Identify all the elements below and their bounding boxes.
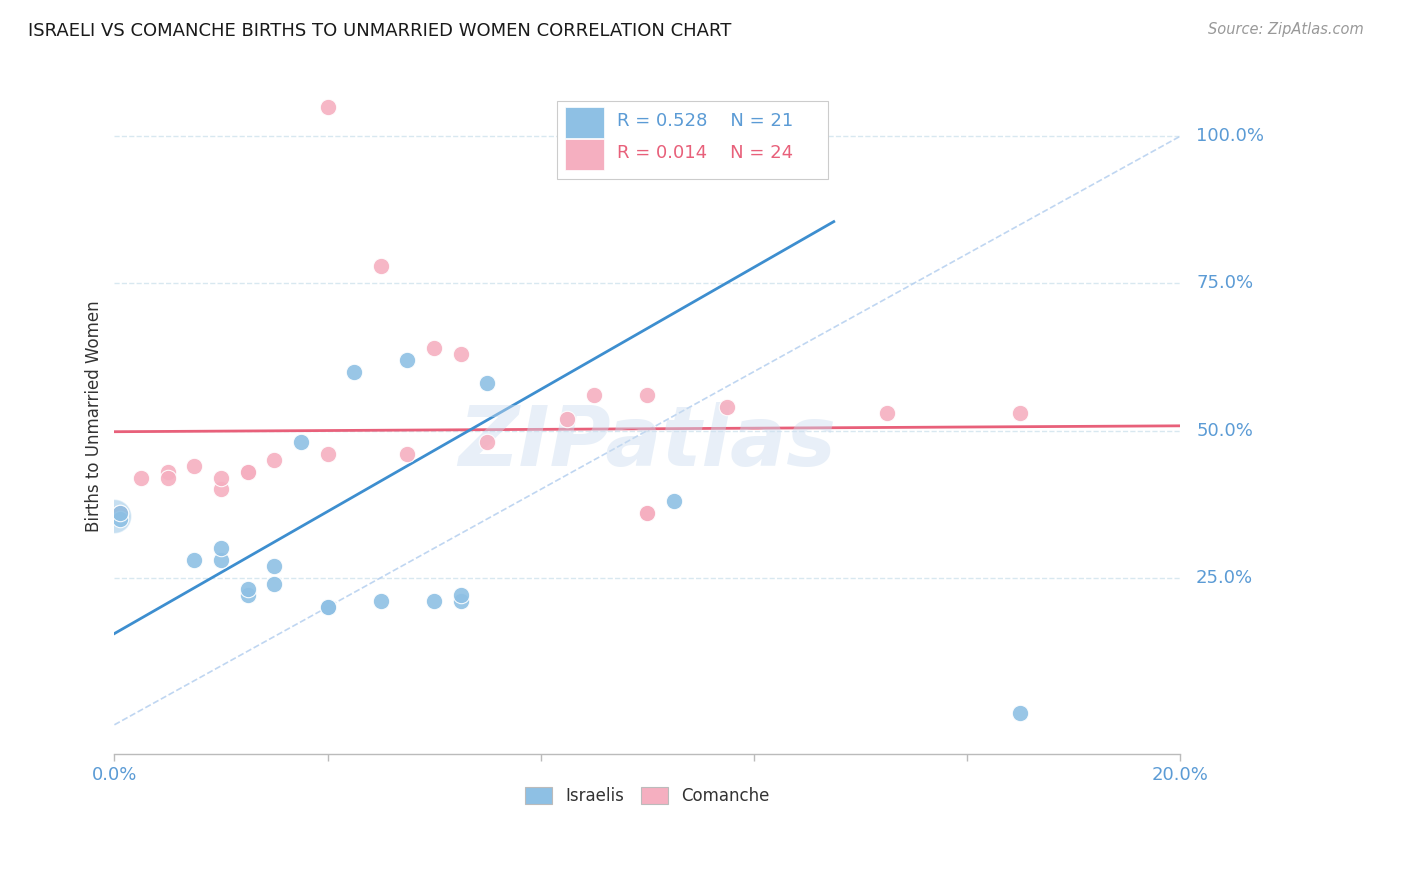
Point (636, 506, 658, 520)
Text: R = 0.528    N = 21: R = 0.528 N = 21 (617, 112, 793, 130)
Point (129, 470, 152, 484)
Point (263, 453, 285, 467)
Point (209, 541, 232, 556)
Point (343, 365, 366, 379)
Point (316, 100, 339, 114)
Point (423, 341, 446, 355)
Point (450, 347, 472, 361)
Point (183, 458, 205, 473)
Point (263, 558, 285, 573)
Text: 100.0%: 100.0% (1197, 128, 1264, 145)
Point (477, 435, 499, 450)
Point (236, 582, 259, 597)
Text: ZIPatlas: ZIPatlas (458, 402, 837, 483)
Point (236, 465, 259, 479)
Point (1010, 406, 1032, 420)
Point (876, 406, 898, 420)
Text: R = 0.014    N = 24: R = 0.014 N = 24 (617, 145, 793, 162)
Text: ISRAELI VS COMANCHE BIRTHS TO UNMARRIED WOMEN CORRELATION CHART: ISRAELI VS COMANCHE BIRTHS TO UNMARRIED … (28, 22, 731, 40)
Text: Source: ZipAtlas.com: Source: ZipAtlas.com (1208, 22, 1364, 37)
Point (108, 512, 131, 526)
Point (423, 594, 446, 608)
Point (290, 435, 312, 450)
FancyBboxPatch shape (557, 101, 828, 179)
Point (636, 388, 658, 402)
Legend: Israelis, Comanche: Israelis, Comanche (517, 779, 778, 814)
Point (582, 388, 605, 402)
Point (183, 553, 205, 567)
Point (450, 588, 472, 602)
Point (209, 553, 232, 567)
Point (396, 352, 419, 367)
Point (103, 508, 125, 523)
Point (156, 465, 179, 479)
Point (209, 483, 232, 497)
Point (370, 259, 392, 273)
FancyBboxPatch shape (565, 139, 603, 170)
Point (236, 465, 259, 479)
Point (662, 494, 685, 508)
Point (156, 470, 179, 484)
Point (396, 447, 419, 461)
Text: 50.0%: 50.0% (1197, 422, 1253, 440)
Point (370, 594, 392, 608)
Point (636, 506, 658, 520)
Point (316, 447, 339, 461)
FancyBboxPatch shape (565, 107, 603, 138)
Text: 25.0%: 25.0% (1197, 569, 1253, 587)
Point (236, 588, 259, 602)
Point (316, 600, 339, 615)
Point (450, 594, 472, 608)
Point (108, 506, 131, 520)
Point (263, 576, 285, 591)
Point (477, 376, 499, 391)
Point (209, 470, 232, 484)
Point (716, 400, 738, 414)
Point (316, 600, 339, 615)
Y-axis label: Births to Unmarried Women: Births to Unmarried Women (86, 300, 103, 532)
Point (108, 506, 131, 520)
Point (1010, 706, 1032, 720)
Text: 75.0%: 75.0% (1197, 275, 1253, 293)
Point (557, 411, 579, 425)
